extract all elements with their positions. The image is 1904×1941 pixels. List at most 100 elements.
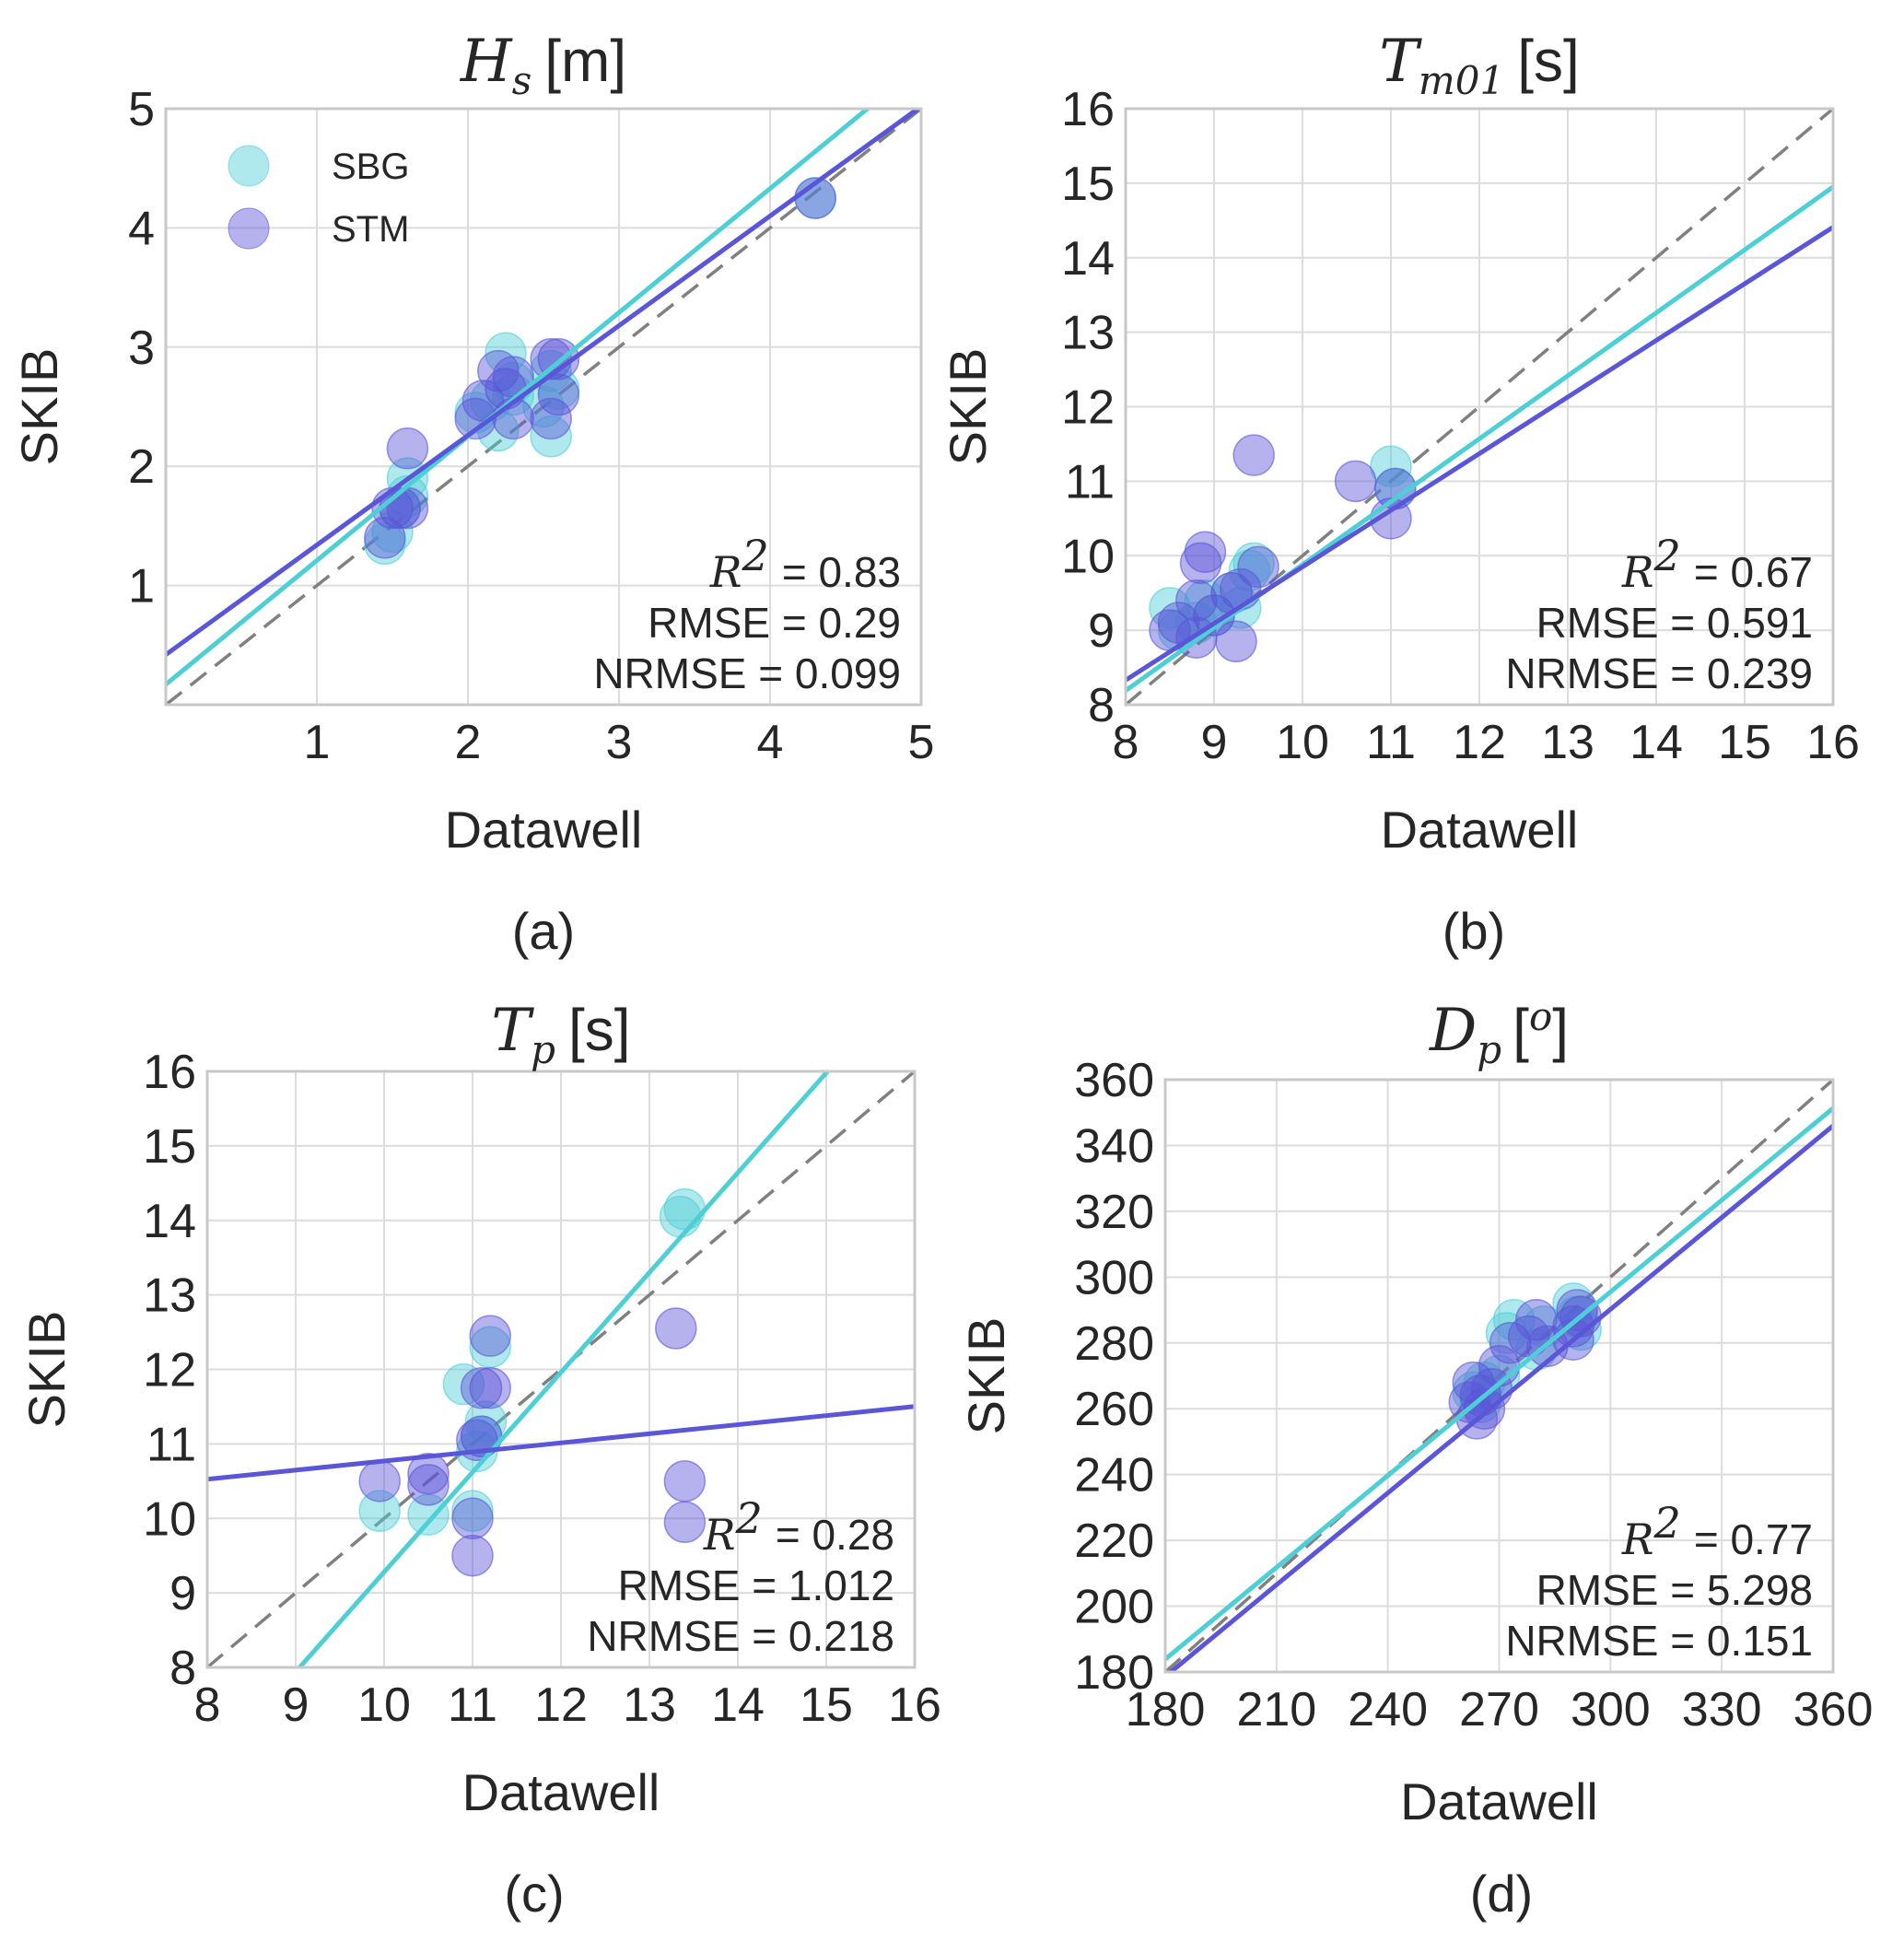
y-tick-label: 200	[1074, 1581, 1154, 1634]
y-axis-label: SKIB	[939, 348, 997, 466]
y-tick-label: 360	[1074, 1054, 1154, 1107]
data-point-sbg	[663, 1187, 707, 1231]
y-tick-label: 3	[128, 322, 155, 375]
y-tick-label: 5	[128, 83, 155, 136]
y-tick-label: 10	[143, 1492, 196, 1546]
y-tick-label: 13	[143, 1269, 196, 1323]
data-point-stm	[469, 1366, 511, 1409]
data-point-sbg	[358, 1490, 401, 1532]
title-subscript: m01	[1419, 58, 1504, 103]
identity-line	[1126, 109, 1833, 705]
title-unit: [s]	[1517, 28, 1580, 94]
data-point-stm	[1157, 602, 1200, 644]
panel-label: (d)	[1470, 1865, 1533, 1923]
data-point-stm	[407, 1452, 450, 1495]
y-tick-label: 240	[1074, 1449, 1154, 1503]
x-tick-label: 14	[711, 1678, 765, 1732]
r2-stat: R2 = 0.28	[703, 1493, 894, 1560]
y-tick-label: 9	[169, 1567, 196, 1620]
plot-frame	[1124, 107, 1835, 707]
fit-line-stm	[207, 1404, 915, 1482]
x-tick-label: 360	[1793, 1683, 1874, 1736]
panel-d: 180 210 240 270 300 330 360 180 200 220 240 260 280 3…	[957, 994, 1873, 1923]
r2-symbol: R	[1621, 547, 1654, 597]
x-tick-label: 2	[455, 716, 482, 769]
fit-line-stm	[1167, 1124, 1833, 1672]
r2-superscript: 2	[1653, 1498, 1681, 1548]
nrmse-stat: NRMSE = 0.151	[1505, 1617, 1813, 1665]
r2-stat: R2 = 0.83	[709, 531, 901, 597]
x-tick-label: 11	[1366, 716, 1416, 769]
data-point-stm	[655, 1307, 697, 1350]
title-symbol: D	[1429, 997, 1477, 1065]
x-tick-label: 13	[623, 1678, 676, 1732]
x-tick-label: 16	[1806, 716, 1860, 769]
panel-label: (c)	[504, 1865, 564, 1923]
plot-frame	[164, 107, 923, 707]
y-tick-label: 12	[1061, 381, 1115, 435]
y-tick-label: 340	[1074, 1119, 1154, 1173]
y-tick-label: 260	[1074, 1383, 1154, 1436]
data-point-stm	[460, 1366, 503, 1409]
fit-line-sbg	[166, 109, 871, 686]
x-axis-label: Datawell	[445, 801, 643, 859]
legend-marker-stm	[228, 207, 270, 250]
x-axis-label: Datawell	[462, 1763, 660, 1821]
title-unit: [m]	[544, 28, 626, 94]
r2-value: = 0.28	[776, 1511, 894, 1559]
r2-symbol: R	[703, 1510, 736, 1560]
y-tick-label: 1	[128, 560, 155, 614]
data-point-sbg	[1370, 445, 1412, 487]
data-point-stm	[1334, 460, 1377, 503]
nrmse-stat: NRMSE = 0.099	[593, 649, 901, 697]
title-subscript: p	[531, 1027, 555, 1072]
data-point-stm	[358, 1460, 401, 1503]
x-tick-label: 10	[1276, 716, 1329, 769]
y-tick-label: 9	[1088, 604, 1115, 658]
data-point-stm	[663, 1501, 707, 1544]
legend-label-stm: STM	[332, 209, 409, 250]
y-tick-label: 16	[1061, 83, 1115, 136]
data-point-stm	[407, 1464, 450, 1506]
title-subscript: p	[1477, 1027, 1501, 1072]
data-point-stm	[1232, 434, 1275, 476]
fit-line-stm	[1126, 225, 1833, 683]
x-tick-label: 180	[1126, 1683, 1206, 1736]
x-tick-label: 210	[1236, 1683, 1316, 1736]
data-point-sbg	[371, 510, 414, 554]
plot-content	[166, 109, 921, 705]
data-point-stm	[1215, 620, 1257, 663]
panel-b: 8 9 10 11 12 13 14 15 16 8 9 10 11 12 13 14 15 16 Tm01 [s] D…	[939, 28, 1860, 960]
y-axis-label: SKIB	[18, 1311, 76, 1429]
y-axis-label: SKIB	[957, 1317, 1015, 1435]
fit-line-sbg	[1165, 1106, 1833, 1661]
data-point-stm	[1515, 1299, 1558, 1341]
chart-title: Tp [s]	[491, 997, 630, 1072]
panel-label: (a)	[512, 902, 575, 960]
identity-line	[1165, 1080, 1833, 1672]
rmse-stat: RMSE = 0.591	[1536, 599, 1813, 647]
y-tick-label: 280	[1074, 1317, 1154, 1371]
r2-value: = 0.67	[1694, 548, 1813, 596]
data-point-stm	[1179, 542, 1222, 585]
data-point-sbg	[1149, 587, 1191, 629]
fit-line-stm	[166, 109, 921, 657]
rmse-stat: RMSE = 1.012	[618, 1561, 894, 1609]
rmse-stat: RMSE = 0.29	[648, 599, 901, 647]
r2-superscript: 2	[735, 1493, 763, 1543]
x-tick-label: 13	[1541, 716, 1594, 769]
rmse-stat: RMSE = 5.298	[1536, 1566, 1813, 1614]
x-tick-label: 4	[757, 716, 784, 769]
y-tick-label: 14	[143, 1195, 196, 1248]
x-tick-label: 14	[1629, 716, 1683, 769]
title-symbol: T	[491, 997, 534, 1065]
data-point-stm	[469, 1315, 511, 1357]
identity-line	[166, 109, 921, 705]
y-tick-label: 10	[1061, 530, 1115, 583]
y-tick-label: 180	[1074, 1646, 1154, 1700]
y-tick-label: 2	[128, 440, 155, 494]
y-tick-label: 11	[146, 1418, 196, 1471]
fit-line-sbg	[296, 1071, 831, 1667]
identity-line	[207, 1071, 915, 1667]
